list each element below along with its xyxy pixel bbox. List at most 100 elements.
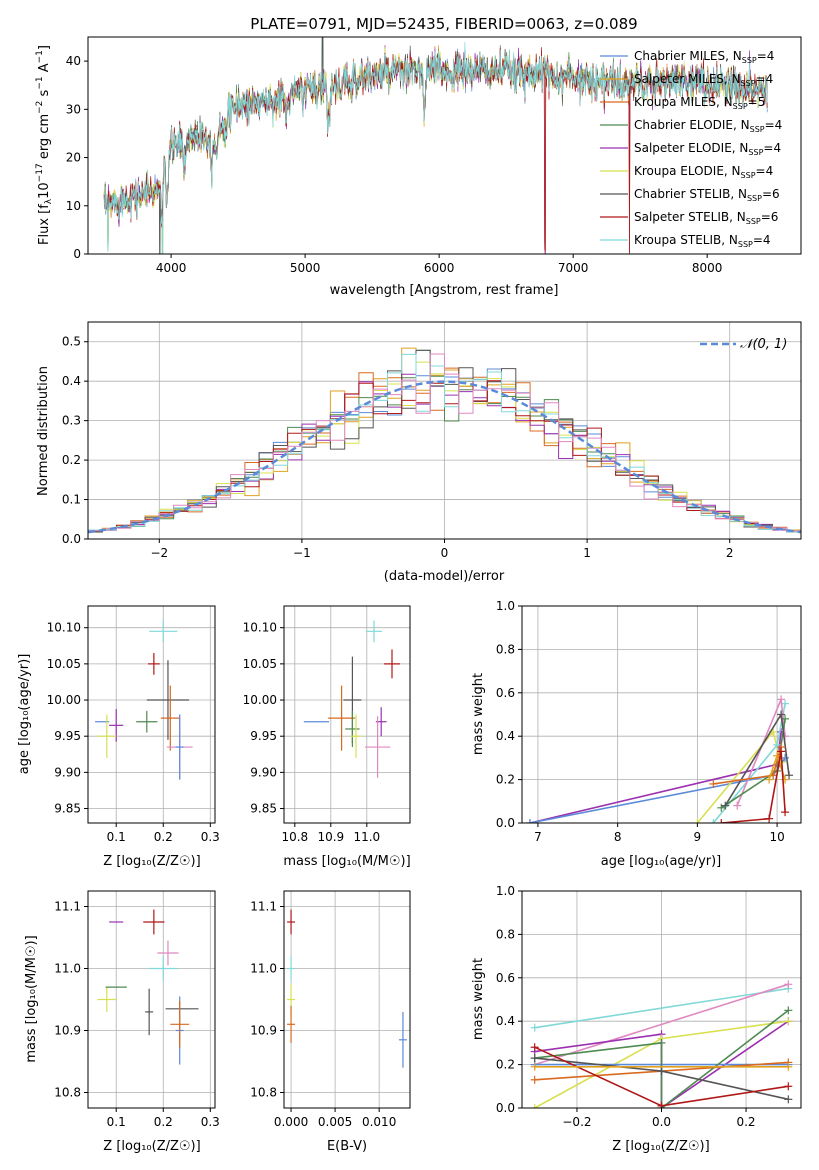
mass-vs-Z-frame bbox=[87, 890, 216, 1109]
y-tick-label: 10.8 bbox=[250, 1086, 277, 1100]
y-tick-label: 0.6 bbox=[496, 971, 515, 985]
mass-vs-EBV-panel: 0.000 0.005 0.010 10.8 10.9 11.0 11.1 E(B-V) bbox=[250, 890, 411, 1154]
y-tick-label: 0.0 bbox=[62, 532, 81, 546]
residuals-xlabel: (data-model)/error bbox=[384, 569, 505, 584]
x-tick-label: 0.000 bbox=[274, 1115, 308, 1129]
massweight-vs-age-grid bbox=[522, 605, 801, 824]
massweight-vs-age-ticks: 7 8 9 10 0.0 0.2 0.4 0.6 0.8 1.0 bbox=[496, 599, 785, 844]
histogram-series bbox=[88, 353, 801, 532]
x-tick-label: 0.005 bbox=[318, 1115, 352, 1129]
x-tick-label: 0.2 bbox=[154, 830, 173, 844]
residuals-legend: 𝒩(0, 1) bbox=[700, 337, 787, 352]
age-vs-Z-ticks: 0.1 0.2 0.3 9.85 9.90 9.95 10.00 10.05 10.10 bbox=[47, 621, 220, 844]
figure-title: PLATE=0791, MJD=52435, FIBERID=0063, z=0… bbox=[250, 15, 637, 33]
age-vs-Z-frame bbox=[87, 605, 216, 824]
y-tick-label: 0.5 bbox=[62, 335, 81, 349]
histogram-series bbox=[88, 353, 801, 533]
y-tick-label: 0.2 bbox=[496, 1058, 515, 1072]
y-tick-label: 10.10 bbox=[243, 621, 277, 635]
x-tick-label: 8000 bbox=[692, 261, 723, 275]
x-tick-label: 10.9 bbox=[317, 830, 344, 844]
errorbar-point bbox=[145, 988, 154, 1036]
mass-vs-Z-ticks: 0.1 0.2 0.3 10.8 10.9 11.0 11.1 bbox=[54, 900, 220, 1130]
mass-vs-Z-panel: 0.1 0.2 0.3 10.8 10.9 11.0 11.1 Z [log₁₀(Z/Z☉)… bbox=[24, 890, 220, 1154]
x-tick-label: 10.8 bbox=[281, 830, 308, 844]
massweight-series bbox=[525, 727, 786, 823]
mass-vs-EBV-ticks: 0.000 0.005 0.010 10.8 10.9 11.0 11.1 bbox=[250, 900, 396, 1130]
massweight-vs-age-ylabel: mass weight bbox=[471, 673, 486, 755]
age-vs-mass-points bbox=[303, 620, 401, 778]
y-tick-label: 9.90 bbox=[250, 765, 277, 779]
x-tick-label: −2 bbox=[150, 546, 168, 560]
y-tick-label: 9.95 bbox=[54, 729, 81, 743]
massweight-series bbox=[693, 727, 786, 823]
x-tick-label: 10 bbox=[769, 830, 784, 844]
massweight-series bbox=[530, 1017, 793, 1108]
errorbar-point bbox=[170, 1001, 190, 1048]
x-tick-label: 0 bbox=[441, 546, 449, 560]
y-tick-label: 10.05 bbox=[47, 657, 81, 671]
x-tick-label: 0.3 bbox=[201, 830, 220, 844]
x-tick-label: 1 bbox=[583, 546, 591, 560]
massweight-vs-Z-ylabel: mass weight bbox=[471, 958, 486, 1040]
legend-entry: Chabrier ELODIE, NSSP=4 bbox=[634, 118, 782, 134]
y-tick-label: 0.2 bbox=[62, 453, 81, 467]
errorbar-point bbox=[157, 940, 179, 966]
legend-entry: Salpeter ELODIE, NSSP=4 bbox=[634, 141, 781, 157]
errorbar-point bbox=[136, 710, 158, 733]
y-tick-label: 0.4 bbox=[496, 1014, 515, 1028]
errorbar-point bbox=[383, 649, 401, 679]
residuals-histograms bbox=[88, 347, 801, 534]
massweight-vs-age-xlabel: age [log₁₀(age/yr)] bbox=[601, 854, 722, 869]
residuals-panel: −2 −1 0 1 2 0.0 0.1 0.2 0.3 0.4 0.5 (data-model)/e… bbox=[36, 321, 802, 584]
age-vs-Z-xlabel: Z [log₁₀(Z/Z☉)] bbox=[103, 854, 200, 869]
y-tick-label: 0.3 bbox=[62, 414, 81, 428]
errorbar-point bbox=[287, 956, 296, 981]
y-tick-label: 0.4 bbox=[496, 729, 515, 743]
y-tick-label: 20 bbox=[66, 151, 81, 165]
errorbar-point bbox=[143, 909, 165, 935]
y-tick-label: 9.90 bbox=[54, 765, 81, 779]
y-tick-label: 10.9 bbox=[54, 1024, 81, 1038]
massweight-vs-Z-panel: −0.2 0.0 0.2 0.0 0.2 0.4 0.6 0.8 1.0 Z [log₁₀(Z/… bbox=[471, 884, 802, 1154]
legend-entry: Kroupa STELIB, NSSP=4 bbox=[634, 233, 771, 249]
y-tick-label: 11.0 bbox=[250, 962, 277, 976]
x-tick-label: 0.1 bbox=[107, 830, 126, 844]
mass-vs-EBV-points bbox=[287, 909, 407, 1068]
errorbar-point bbox=[350, 714, 362, 758]
spectrum-series-line bbox=[103, 42, 768, 254]
massweight-vs-age-panel: 7 8 9 10 0.0 0.2 0.4 0.6 0.8 1.0 age [log₁₀(age/y… bbox=[471, 599, 802, 869]
y-tick-label: 40 bbox=[66, 54, 81, 68]
x-tick-label: 11.0 bbox=[353, 830, 380, 844]
x-tick-label: 2 bbox=[726, 546, 734, 560]
y-tick-label: 11.1 bbox=[250, 900, 277, 914]
mass-vs-Z-ylabel: mass [log₁₀(M/M☉)] bbox=[24, 935, 39, 1062]
spectrum-lines bbox=[103, 37, 768, 254]
age-vs-Z-points bbox=[95, 620, 193, 780]
y-tick-label: 9.95 bbox=[250, 729, 277, 743]
age-vs-mass-xlabel: mass [log₁₀(M/M☉)] bbox=[283, 854, 410, 869]
errorbar-point bbox=[175, 714, 184, 780]
legend-entry: Chabrier STELIB, NSSP=6 bbox=[634, 187, 780, 203]
massweight-series bbox=[717, 747, 790, 823]
age-vs-mass-frame bbox=[283, 605, 411, 824]
mass-vs-Z-points bbox=[97, 909, 199, 1065]
normal-legend-label: 𝒩(0, 1) bbox=[740, 337, 787, 352]
age-vs-Z-panel: 0.1 0.2 0.3 9.85 9.90 9.95 10.00 10.05 10.10 Z [… bbox=[17, 605, 220, 869]
massweight-vs-Z-ticks: −0.2 0.0 0.2 0.0 0.2 0.4 0.6 0.8 1.0 bbox=[496, 884, 756, 1129]
y-tick-label: 1.0 bbox=[496, 599, 515, 613]
legend-entry: Salpeter MILES, NSSP=4 bbox=[634, 72, 773, 88]
y-tick-label: 1.0 bbox=[496, 884, 515, 898]
y-tick-label: 10 bbox=[66, 199, 81, 213]
errorbar-point bbox=[97, 987, 117, 1012]
massweight-series bbox=[530, 1054, 793, 1104]
errorbar-point bbox=[146, 660, 190, 740]
errorbar-point bbox=[97, 714, 117, 758]
massweight-vs-age-frame bbox=[521, 605, 802, 824]
errorbar-point bbox=[345, 710, 360, 748]
y-tick-label: 0.2 bbox=[496, 773, 515, 787]
x-tick-label: 5000 bbox=[290, 261, 321, 275]
y-tick-label: 11.0 bbox=[54, 962, 81, 976]
y-tick-label: 9.85 bbox=[250, 802, 277, 816]
